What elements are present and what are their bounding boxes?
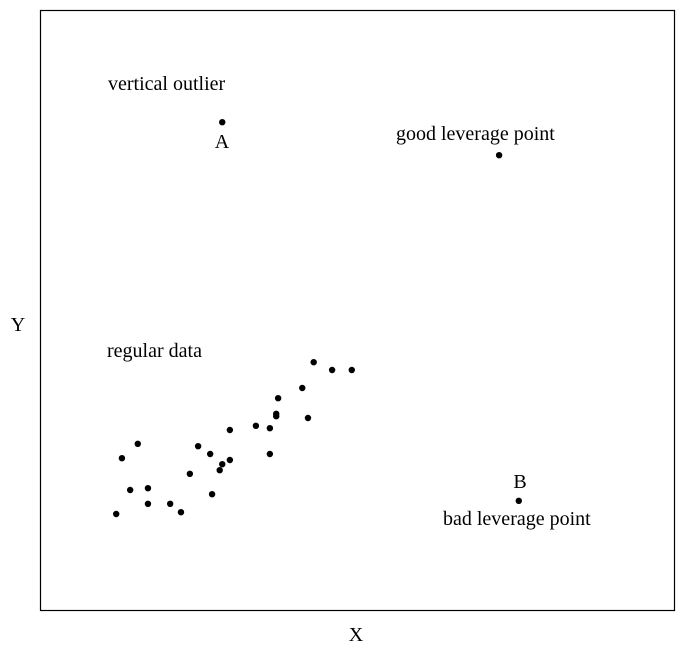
point	[495, 152, 503, 159]
point	[177, 509, 185, 516]
point	[274, 395, 282, 402]
plot-frame	[39, 9, 676, 612]
point	[166, 500, 174, 507]
point	[113, 510, 120, 518]
point	[226, 456, 234, 464]
point	[206, 450, 214, 458]
annotation: bad leverage point	[443, 508, 591, 530]
point	[299, 384, 306, 392]
point	[118, 455, 126, 462]
point	[252, 422, 260, 429]
point	[134, 440, 141, 447]
point	[266, 425, 274, 432]
point	[310, 359, 317, 366]
annotation: regular data	[107, 340, 202, 362]
point	[126, 486, 134, 494]
x-axis-label: X	[349, 624, 364, 645]
point	[226, 426, 234, 434]
point	[194, 443, 202, 450]
point	[208, 491, 216, 498]
annotation: B	[513, 471, 526, 493]
point	[219, 461, 226, 468]
point	[186, 470, 194, 477]
y-axis-label: Y	[11, 314, 25, 336]
point	[273, 413, 280, 420]
annotation: good leverage point	[396, 123, 555, 145]
point	[266, 450, 274, 458]
point	[304, 414, 312, 422]
point	[144, 500, 152, 507]
annotation: A	[215, 131, 230, 153]
point	[348, 366, 355, 374]
point	[219, 119, 226, 126]
point	[216, 467, 223, 474]
annotation: vertical outlier	[108, 73, 226, 95]
point	[515, 497, 522, 504]
point	[144, 485, 152, 492]
point	[328, 366, 336, 374]
